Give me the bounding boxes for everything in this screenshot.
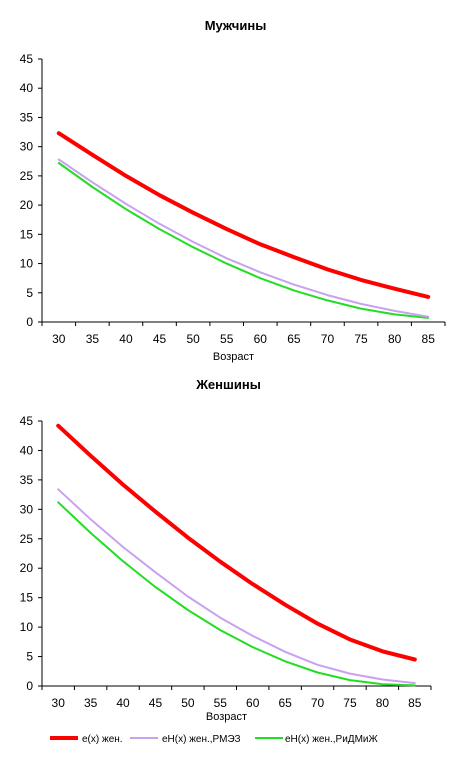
chart-2: Женшины 0 5 10 15 20 25 30 35 40 45 30 35 40 45 50 55 60 6… xyxy=(20,377,432,745)
series-line-1 xyxy=(56,131,431,299)
y-tick-label: 25 xyxy=(20,532,34,546)
x-tick-label: 70 xyxy=(321,332,335,346)
x-tick-label: 60 xyxy=(246,696,260,710)
x-tick-label: 65 xyxy=(278,696,292,710)
series-line-2 xyxy=(57,488,416,685)
y-tick-label: 25 xyxy=(20,169,34,183)
legend-label-1: e(x) жен. xyxy=(82,734,123,745)
y-tick-label: 0 xyxy=(26,679,33,693)
y-tick-label: 40 xyxy=(20,81,34,95)
x-tick-label: 50 xyxy=(186,332,200,346)
x-tick-label: 45 xyxy=(149,696,163,710)
x-tick-label: 55 xyxy=(220,332,234,346)
chart-1: Мужчины 0 5 10 15 20 25 30 35 40 45 30 35 40 45 50 55 60 6… xyxy=(20,18,446,363)
x-tick-label: 30 xyxy=(52,332,66,346)
y-tick-label: 20 xyxy=(20,561,34,575)
series-line-3 xyxy=(57,162,430,319)
x-tick-label: 30 xyxy=(52,696,66,710)
y-tick-label: 5 xyxy=(26,286,33,300)
x-tick-label: 60 xyxy=(254,332,268,346)
x-tick-label: 55 xyxy=(214,696,228,710)
y-tick-label: 10 xyxy=(20,620,34,634)
x-tick-label: 45 xyxy=(153,332,167,346)
series-line-2 xyxy=(57,158,430,318)
x-tick-label: 80 xyxy=(388,332,402,346)
x-tick-label: 65 xyxy=(287,332,301,346)
y-tick-label: 15 xyxy=(20,227,34,241)
y-tick-label: 45 xyxy=(20,414,34,428)
y-tick-label: 10 xyxy=(20,257,34,271)
y-tick-label: 5 xyxy=(26,650,33,664)
chart-title: Мужчины xyxy=(205,18,267,33)
y-tick-label: 40 xyxy=(20,443,34,457)
y-tick-label: 0 xyxy=(26,315,33,329)
x-tick-label: 70 xyxy=(311,696,325,710)
y-tick-label: 30 xyxy=(20,502,34,516)
x-tick-label: 35 xyxy=(86,332,100,346)
series-line-1 xyxy=(56,423,417,662)
x-tick-label: 85 xyxy=(422,332,436,346)
x-tick-label: 35 xyxy=(84,696,98,710)
y-tick-label: 45 xyxy=(20,52,34,66)
x-axis-label: Возраст xyxy=(206,711,247,723)
chart-title: Женшины xyxy=(195,377,261,392)
y-tick-label: 35 xyxy=(20,110,34,124)
x-tick-label: 75 xyxy=(354,332,368,346)
x-tick-label: 40 xyxy=(119,332,133,346)
series-line-3 xyxy=(57,501,416,687)
x-tick-label: 50 xyxy=(181,696,195,710)
x-axis-label: Возраст xyxy=(213,351,254,363)
x-tick-label: 40 xyxy=(116,696,130,710)
legend-label-3: eH(x) жен.,РиДМиЖ xyxy=(285,734,378,745)
x-tick-label: 75 xyxy=(343,696,357,710)
legend-label-2: eH(x) жен.,РМЭЗ xyxy=(162,734,241,745)
x-tick-label: 80 xyxy=(376,696,390,710)
y-tick-label: 35 xyxy=(20,473,34,487)
y-tick-label: 30 xyxy=(20,140,34,154)
y-tick-label: 15 xyxy=(20,591,34,605)
y-tick-label: 20 xyxy=(20,198,34,212)
x-tick-label: 85 xyxy=(408,696,422,710)
